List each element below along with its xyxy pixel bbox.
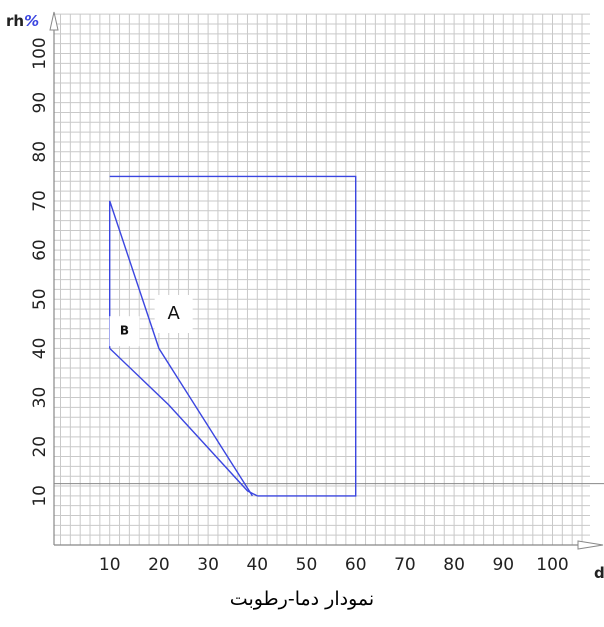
series-lines <box>108 175 357 497</box>
x-axis-arrow <box>577 540 604 550</box>
x-tick-label: 20 <box>148 555 170 575</box>
annotation-label-b: B <box>120 324 129 338</box>
y-tick-label: 30 <box>30 387 50 409</box>
x-tick-label: 10 <box>99 555 121 575</box>
x-tick-label: 30 <box>197 555 219 575</box>
annotations: AB <box>109 294 193 347</box>
y-tick-label: 10 <box>30 485 50 507</box>
y-tick-label: 70 <box>30 190 50 212</box>
series-line-3 <box>109 347 258 497</box>
y-axis-label: rh% <box>6 12 39 30</box>
x-tick-label: 60 <box>345 555 367 575</box>
y-tick-label: 40 <box>30 338 50 360</box>
axes <box>49 11 604 550</box>
y-tick-label: 100 <box>30 37 50 69</box>
x-axis-label: d <box>594 564 604 580</box>
y-tick-label: 90 <box>30 92 50 114</box>
chart-caption: نمودار دما-رطوبت <box>229 588 375 610</box>
temperature-humidity-chart: 10 20 30 40 50 60 70 80 90 100 10 20 30 40 50 60 70 80 90 1… <box>6 11 604 580</box>
x-tick-label: 70 <box>394 555 416 575</box>
tick-labels: 10 20 30 40 50 60 70 80 90 100 10 20 30 40 50 60 70 80 90 1… <box>30 37 569 575</box>
series-line-2 <box>108 200 253 497</box>
grid <box>54 13 590 546</box>
y-tick-label: 50 <box>30 288 50 310</box>
x-tick-label: 90 <box>492 555 514 575</box>
y-axis-arrow <box>49 11 59 31</box>
annotation-box <box>109 316 140 347</box>
x-tick-label: 50 <box>296 555 318 575</box>
annotation-label-a: A <box>167 303 180 324</box>
x-tick-label: 40 <box>246 555 268 575</box>
x-tick-label: 80 <box>443 555 465 575</box>
annotation-box <box>154 294 193 333</box>
y-tick-label: 80 <box>30 141 50 163</box>
y-tick-label: 60 <box>30 239 50 261</box>
x-tick-label: 100 <box>536 555 568 575</box>
series-line-1 <box>109 175 357 497</box>
y-tick-label: 20 <box>30 436 50 458</box>
